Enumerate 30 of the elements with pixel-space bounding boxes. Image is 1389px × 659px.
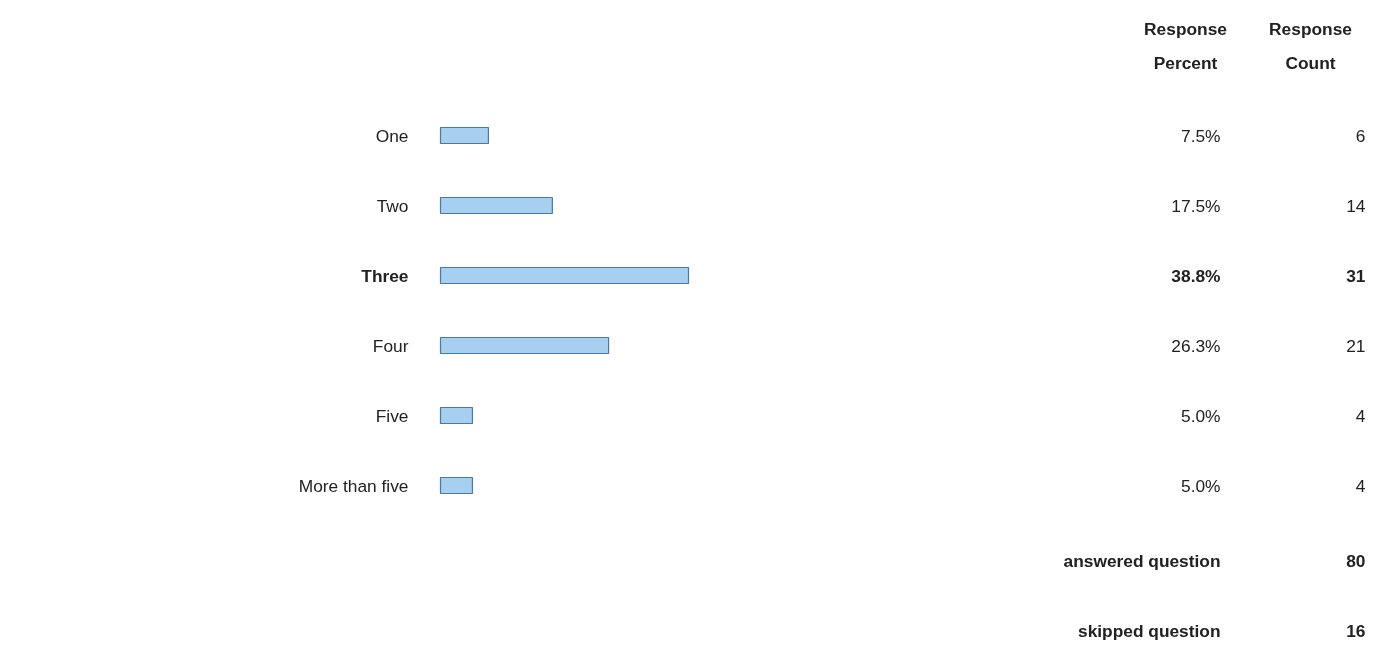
bar <box>439 126 490 145</box>
y-tick-label: Two <box>376 195 409 216</box>
y-tick-label: More than five <box>298 475 409 496</box>
bar <box>439 266 690 285</box>
bar <box>439 406 474 425</box>
text: 6 <box>1355 125 1366 146</box>
bar <box>439 336 610 355</box>
data-label: 5.0% <box>1181 475 1221 496</box>
data-label: 26.3% <box>1171 335 1221 356</box>
text: Response Count <box>1269 18 1353 73</box>
bar <box>439 476 474 495</box>
data-label: 17.5% <box>1171 195 1221 216</box>
y-tick-label: Three <box>361 265 409 286</box>
text: answered question <box>1063 550 1221 571</box>
data-label: 5.0% <box>1181 405 1221 426</box>
text: skipped question <box>1078 620 1221 641</box>
bar <box>439 196 553 215</box>
text: 4 <box>1355 475 1366 496</box>
y-tick-label: Five <box>375 405 409 426</box>
text: 4 <box>1355 405 1366 426</box>
text: 16 <box>1346 620 1366 641</box>
text: Response Percent <box>1144 18 1228 73</box>
text: 31 <box>1346 265 1366 286</box>
text: 21 <box>1346 335 1366 356</box>
y-tick-label: Four <box>372 335 409 356</box>
y-tick-label: One <box>375 125 409 146</box>
text: 80 <box>1346 550 1366 571</box>
data-label: 38.8% <box>1171 265 1221 286</box>
data-label: 7.5% <box>1181 125 1221 146</box>
text: 14 <box>1346 195 1366 216</box>
